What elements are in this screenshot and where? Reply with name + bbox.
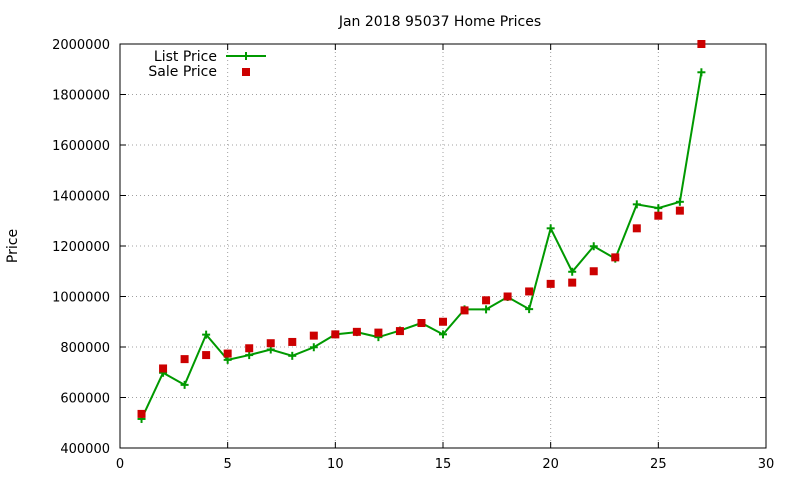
list-price-point	[482, 305, 491, 314]
list-price-point	[568, 267, 577, 276]
sale-price-point	[245, 344, 254, 353]
sale-price-point	[589, 267, 598, 276]
sale-price-point	[137, 409, 146, 418]
x-tick-label: 25	[650, 457, 667, 472]
legend: List Price Sale Price	[148, 49, 266, 80]
sale-price-point	[460, 306, 469, 315]
list-price-line	[140, 72, 703, 420]
sale-price-point	[352, 327, 361, 336]
sale-price-point	[331, 330, 340, 339]
list-price-point	[309, 343, 318, 352]
sale-price-point	[159, 364, 168, 373]
sale-price-point	[632, 224, 641, 233]
list-price-point	[697, 68, 706, 77]
y-tick-label: 400000	[60, 442, 110, 457]
list-price-point	[654, 204, 663, 213]
sale-price-point	[288, 337, 297, 346]
legend-label-sale-price: Sale Price	[148, 64, 217, 80]
sale-price-point	[525, 287, 534, 296]
sale-price-point	[568, 278, 577, 287]
sale-price-point	[374, 328, 383, 337]
sale-price-point	[697, 40, 706, 48]
sale-price-point	[309, 331, 318, 340]
sale-price-point	[439, 317, 447, 326]
x-tick-label: 5	[224, 457, 232, 472]
legend-label-list-price: List Price	[154, 49, 217, 65]
data-series	[137, 40, 706, 423]
x-tick-label: 20	[542, 457, 559, 472]
x-tick-label: 30	[758, 457, 775, 472]
y-axis-label: Price	[5, 229, 21, 263]
sale-price-point	[546, 279, 555, 288]
gridlines	[120, 44, 766, 448]
list-price-point	[632, 200, 641, 209]
y-tick-label: 1400000	[52, 190, 110, 205]
sale-price-point	[482, 296, 491, 305]
y-tick-label: 1600000	[52, 139, 110, 154]
list-price-point	[245, 351, 254, 360]
x-tick-label: 15	[435, 457, 452, 472]
sale-price-point	[675, 206, 684, 215]
y-tick-label: 1000000	[52, 291, 110, 306]
list-price-point	[589, 242, 598, 251]
y-tick-label: 800000	[60, 341, 110, 356]
y-tick-label: 600000	[60, 392, 110, 407]
sale-price-point	[654, 211, 663, 220]
sale-price-point	[503, 292, 512, 301]
list-price-point	[439, 330, 447, 339]
list-price-point	[675, 197, 684, 206]
sale-price-point	[611, 253, 620, 262]
sale-price-point	[223, 349, 232, 358]
sale-price-point	[417, 319, 426, 328]
y-tick-label: 1200000	[52, 240, 110, 255]
chart-title: Jan 2018 95037 Home Prices	[338, 14, 541, 30]
sale-price-point	[266, 339, 275, 348]
legend-marker-sale-price	[242, 68, 250, 76]
list-price-point	[546, 224, 555, 233]
sale-price-point	[202, 351, 211, 360]
y-tick-label: 2000000	[52, 38, 110, 53]
sale-price-point	[395, 327, 404, 336]
legend-marker-list-price	[242, 52, 250, 60]
sale-price-point	[180, 355, 189, 364]
list-price-point	[525, 305, 534, 314]
list-price-point	[202, 330, 211, 339]
list-price-point	[180, 380, 189, 389]
x-tick-label: 0	[116, 457, 124, 472]
y-tick-label: 1800000	[52, 89, 110, 104]
list-price-point	[288, 351, 297, 360]
axis-ticks: 0 5 10 15 20 25 30 400000 600000 800000 1000000 120…	[52, 38, 774, 472]
x-tick-label: 10	[327, 457, 344, 472]
